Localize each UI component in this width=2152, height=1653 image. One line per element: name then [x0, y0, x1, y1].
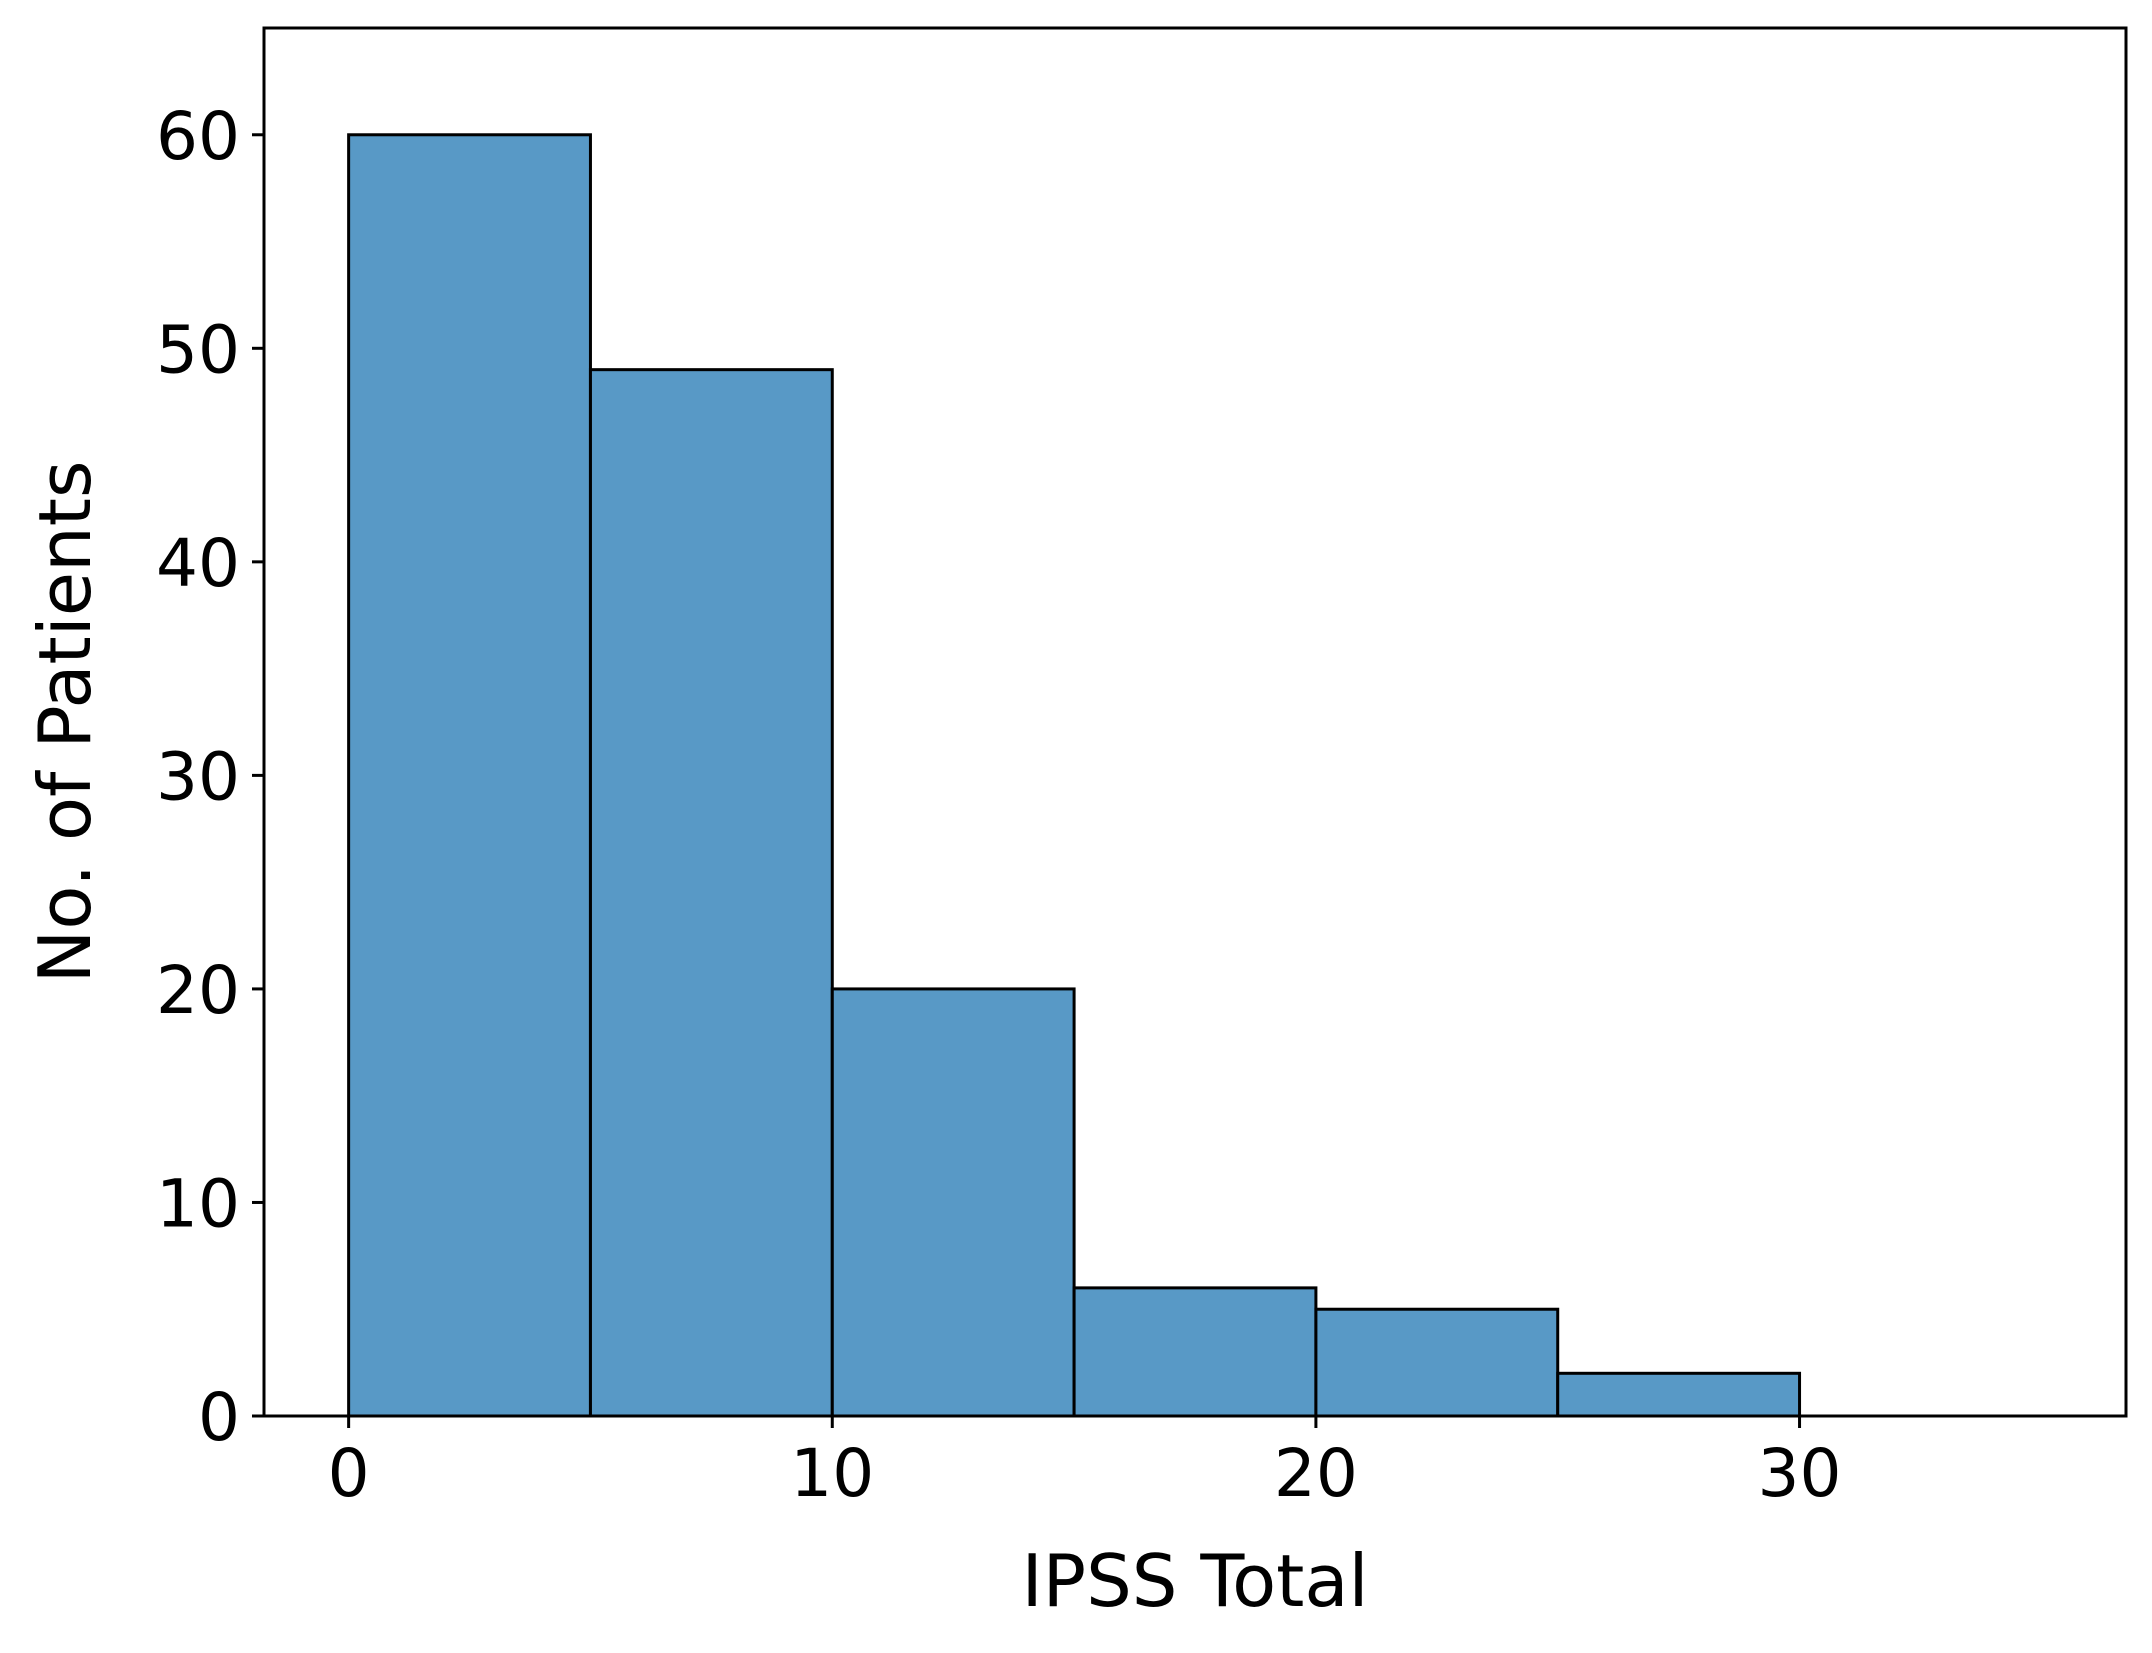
histogram-bar — [588, 368, 834, 1418]
x-axis-ticks: 0 10 20 30 — [328, 1416, 1842, 1512]
x-tick-label: 10 — [790, 1435, 874, 1512]
y-tick-label: 20 — [156, 952, 240, 1029]
histogram-bar — [1314, 1307, 1560, 1418]
y-tick-label: 40 — [156, 525, 240, 602]
bars-group — [347, 133, 2042, 1418]
x-axis-label: IPSS Total — [1021, 1539, 1368, 1623]
y-axis-ticks: 0 10 20 30 40 50 60 — [156, 98, 264, 1456]
histogram-bar — [1072, 1286, 1318, 1418]
histogram-bar — [347, 133, 592, 1418]
y-axis-label: No. of Patients — [23, 461, 107, 984]
histogram-bar — [830, 987, 1076, 1418]
y-tick-label: 10 — [156, 1165, 240, 1242]
x-tick-label: 0 — [328, 1435, 370, 1512]
histogram-bar — [1556, 1371, 1802, 1418]
y-tick-label: 50 — [156, 311, 240, 388]
x-tick-label: 30 — [1758, 1435, 1842, 1512]
y-tick-label: 60 — [156, 98, 240, 175]
y-tick-label: 30 — [156, 738, 240, 815]
y-tick-label: 0 — [198, 1379, 240, 1456]
x-tick-label: 20 — [1274, 1435, 1358, 1512]
